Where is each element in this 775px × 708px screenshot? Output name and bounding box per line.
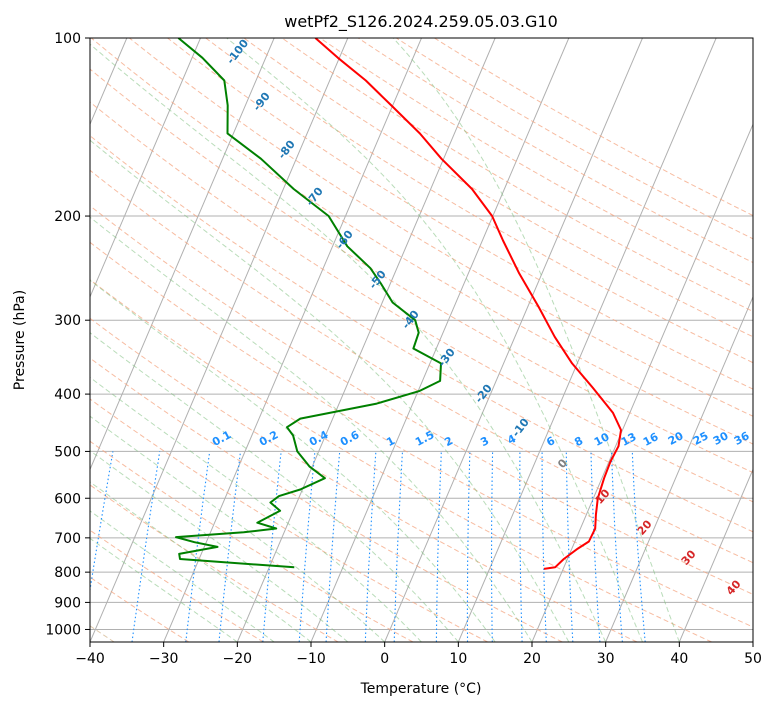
- mixing-ratio-label: 10: [592, 430, 612, 449]
- mixing-ratio-line: [90, 451, 114, 594]
- x-tick-label: 0: [380, 651, 389, 667]
- dry-adiabat: [90, 317, 638, 642]
- dry-adiabat: [90, 241, 753, 628]
- y-axis-ticks: 100 200 300 400 500 600 700 800 900 1000: [45, 31, 90, 638]
- mixing-ratio-label: 30: [711, 429, 731, 448]
- x-tick-label: 10: [449, 651, 467, 667]
- x-axis-label: Temperature (°C): [360, 681, 482, 697]
- mixing-ratio-label: 16: [641, 430, 661, 449]
- dry-adiabat: [90, 440, 414, 642]
- x-tick-label: −40: [75, 651, 105, 667]
- plot-background: [90, 38, 753, 642]
- moist-adiabat: [90, 332, 459, 642]
- dry-adiabat: [357, 38, 753, 264]
- isotherm: [752, 640, 753, 642]
- x-tick-label: −20: [223, 651, 253, 667]
- y-tick-label: 700: [54, 531, 81, 547]
- moist-adiabat: [90, 415, 386, 642]
- mixing-ratio-label: 36: [732, 429, 752, 448]
- isotherms: [90, 38, 753, 642]
- isotherm: [457, 38, 717, 642]
- dry-adiabat: [90, 279, 712, 642]
- dry-adiabat: [90, 135, 753, 533]
- moist-adiabats: [90, 38, 680, 642]
- dry-adiabat: [90, 68, 753, 474]
- chart-title: wetPf2_S126.2024.259.05.03.G10: [284, 12, 558, 32]
- isotherm: [236, 38, 496, 642]
- mixing-ratio-lines: [90, 451, 646, 642]
- dewpoint-profile: [175, 38, 442, 569]
- isotherm: [531, 123, 753, 642]
- y-axis-label: Pressure (hPa): [12, 290, 28, 390]
- moist-adiabat: [90, 139, 570, 642]
- moist-adiabat: [90, 279, 496, 642]
- plot-frame: [89, 37, 754, 643]
- dry-adiabat: [90, 101, 753, 503]
- x-tick-label: −30: [149, 651, 179, 667]
- x-tick-label: 40: [670, 651, 688, 667]
- mixing-ratio-label: 20: [666, 429, 686, 448]
- moist-adiabat: [90, 449, 349, 642]
- y-tick-label: 900: [54, 595, 81, 611]
- temperature-profile: [314, 38, 622, 570]
- dry-adiabat: [396, 38, 753, 240]
- isotherm: [90, 38, 349, 642]
- dry-adiabat: [167, 38, 753, 390]
- y-tick-label: 300: [54, 313, 81, 329]
- moist-adiabat: [226, 38, 643, 642]
- dry-adiabat: [205, 38, 753, 364]
- y-tick-label: 200: [54, 209, 81, 225]
- dry-adiabat: [90, 205, 753, 595]
- y-tick-label: 1000: [45, 622, 81, 638]
- isotherm: [163, 38, 422, 642]
- x-tick-label: 50: [744, 651, 762, 667]
- y-tick-label: 400: [54, 387, 81, 403]
- y-tick-label: 600: [54, 491, 81, 507]
- isotherm: [90, 38, 201, 299]
- x-axis-ticks: −40 −30 −20 −10 0 10 20 30 40 50: [75, 642, 762, 667]
- isotherm: [605, 295, 753, 642]
- reference-lines: [90, 38, 753, 642]
- profile-series: [175, 38, 622, 570]
- dry-adiabat: [90, 38, 753, 445]
- dry-adiabat: [243, 38, 753, 338]
- y-tick-label: 800: [54, 565, 81, 581]
- isotherm: [90, 38, 275, 471]
- dry-adiabat: [90, 529, 264, 642]
- moist-adiabat: [90, 376, 422, 642]
- isotherm: [384, 38, 643, 642]
- moist-adiabat: [90, 216, 533, 642]
- dry-adiabat: [129, 38, 753, 417]
- moist-adiabat: [392, 38, 680, 642]
- y-tick-label: 100: [54, 31, 81, 47]
- mixing-ratio-line: [131, 451, 161, 642]
- dry-adiabat: [90, 169, 753, 564]
- isobars: [90, 38, 753, 630]
- isotherm: [678, 468, 753, 642]
- moist-adiabat: [90, 537, 238, 642]
- mixing-ratio-label: 13: [619, 430, 639, 449]
- x-tick-label: −10: [296, 651, 326, 667]
- x-tick-label: 30: [597, 651, 615, 667]
- mixing-ratio-label: 25: [691, 429, 711, 448]
- x-tick-label: 20: [523, 651, 541, 667]
- y-tick-label: 500: [54, 444, 81, 460]
- mixing-ratio-line: [185, 451, 211, 642]
